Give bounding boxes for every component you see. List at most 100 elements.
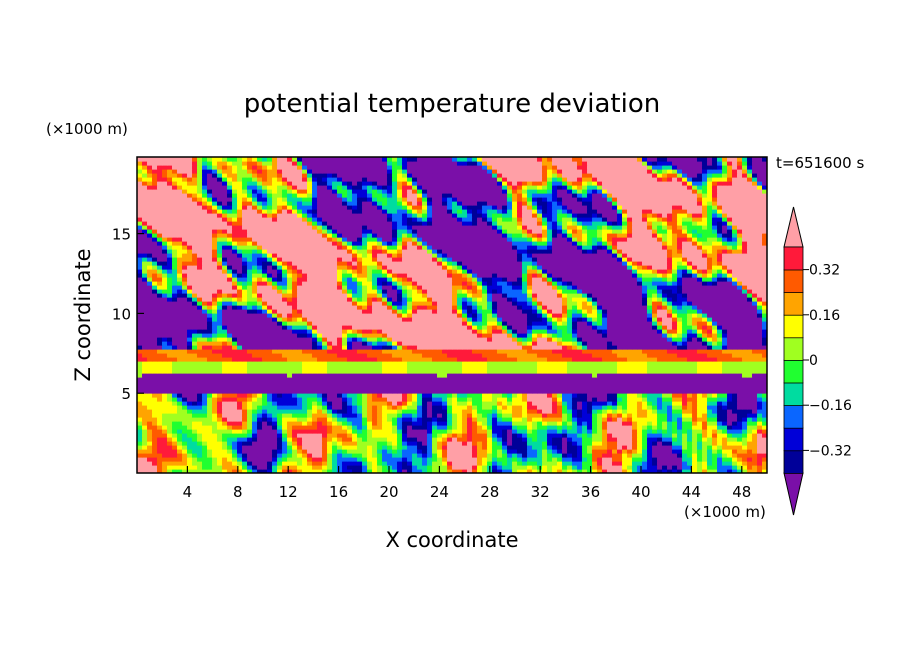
contour-cell [367,321,373,326]
contour-cell [317,357,323,362]
contour-cell [497,373,503,378]
contour-cell [237,457,243,462]
contour-cell [357,449,363,454]
contour-cell [237,429,243,434]
contour-cell [242,325,248,330]
contour-cell [252,433,258,438]
contour-cell [207,353,213,358]
contour-cell [317,377,323,382]
contour-cell [252,377,258,382]
contour-cell [382,465,388,470]
contour-cell [307,329,313,334]
contour-cell [637,329,643,334]
contour-cell [222,417,228,422]
contour-cell [402,365,408,370]
contour-cell [617,465,623,470]
contour-cell [687,449,693,454]
contour-cell [432,377,438,382]
contour-cell [432,409,438,414]
contour-cell [287,449,293,454]
contour-cell [412,437,418,442]
contour-cell [672,425,678,430]
contour-cell [492,333,498,338]
contour-cell [322,469,328,473]
contour-cell [337,345,343,350]
contour-cell [137,457,143,462]
contour-cell [707,445,713,450]
contour-cell [347,365,353,370]
contour-cell [617,377,623,382]
contour-cell [732,333,738,338]
contour-cell [402,349,408,354]
contour-cell [682,373,688,378]
contour-cell [332,377,338,382]
contour-cell [337,457,343,462]
contour-cell [672,405,678,410]
contour-cell [382,365,388,370]
contour-cell [197,353,203,358]
contour-cell [437,445,443,450]
contour-cell [152,369,158,374]
contour-cell [272,437,278,442]
contour-cell [717,349,723,354]
contour-cell [587,333,593,338]
contour-cell [442,465,448,470]
contour-cell [267,373,273,378]
contour-cell [137,429,143,434]
y-axis-label: Z coordinate [71,248,95,381]
contour-cell [252,385,258,390]
contour-cell [167,377,173,382]
contour-cell [217,465,223,470]
contour-cell [527,393,533,398]
contour-cell [647,365,653,370]
contour-cell [552,345,558,350]
contour-cell [452,321,458,326]
contour-cell [622,345,628,350]
contour-cell [342,345,348,350]
contour-cell [217,365,223,370]
contour-cell [362,373,368,378]
contour-cell [257,365,263,370]
contour-cell [442,457,448,462]
contour-cell [327,357,333,362]
contour-cell [177,461,183,466]
contour-cell [502,349,508,354]
contour-cell [592,389,598,394]
contour-cell [197,361,203,366]
contour-cell [712,437,718,442]
contour-cell [607,417,613,422]
contour-cell [527,349,533,354]
contour-cell [447,361,453,366]
contour-cell [687,469,693,473]
contour-cell [177,369,183,374]
contour-cell [317,441,323,446]
contour-cell [197,417,203,422]
contour-cell [517,321,523,326]
contour-cell [427,433,433,438]
contour-cell [412,329,418,334]
contour-cell [527,329,533,334]
contour-cell [332,325,338,330]
contour-cell [572,361,578,366]
contour-cell [607,401,613,406]
contour-cell [207,369,213,374]
contour-cell [447,409,453,414]
contour-cell [662,469,668,473]
contour-cell [262,333,268,338]
contour-cell [307,433,313,438]
contour-cell [267,465,273,470]
contour-cell [172,465,178,470]
contour-cell [222,365,228,370]
contour-cell [452,425,458,430]
contour-cell [752,369,758,374]
contour-cell [157,441,163,446]
contour-cell [507,413,513,418]
contour-cell [392,317,398,322]
contour-cell [627,345,633,350]
contour-cell [502,385,508,390]
contour-cell [527,409,533,414]
contour-cell [147,429,153,434]
contour-cell [377,333,383,338]
contour-cell [362,453,368,458]
contour-cell [317,361,323,366]
